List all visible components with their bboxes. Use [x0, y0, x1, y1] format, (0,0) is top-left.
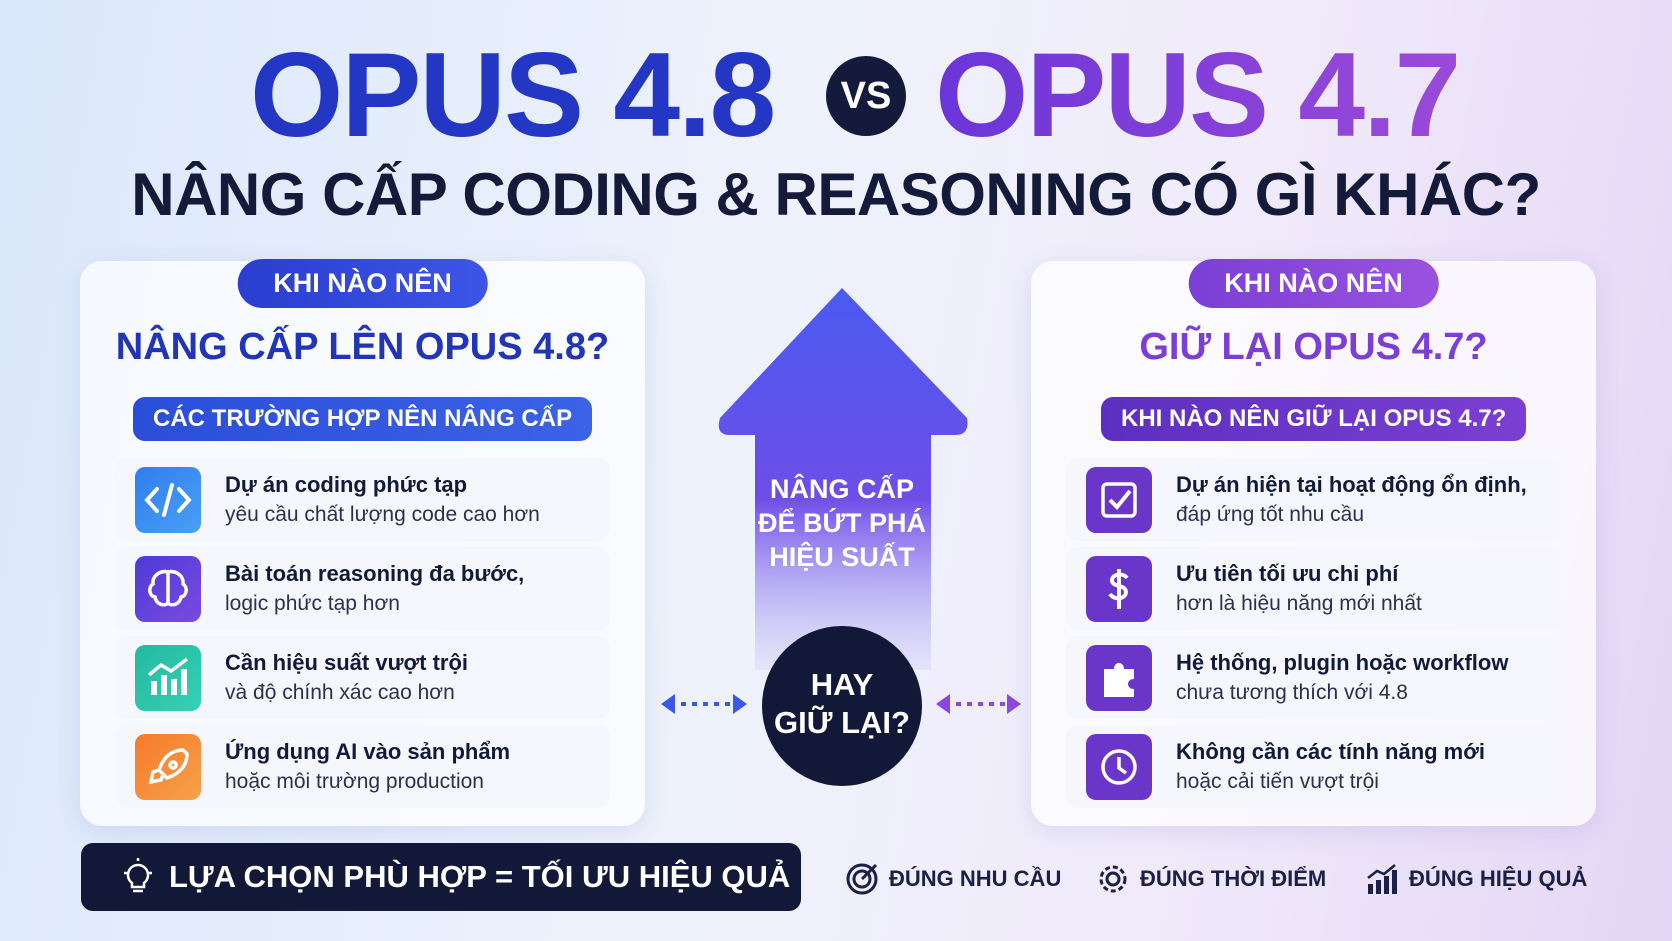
text-line: HIỆU SUẤT [769, 542, 915, 572]
list-item: Hệ thống, plugin hoặc workflow chưa tương… [1066, 636, 1561, 719]
text-line: ĐỂ BỨT PHÁ [758, 508, 926, 538]
tag: ĐÚNG HIỆU QUẢ [1365, 862, 1587, 896]
section-pill: CÁC TRƯỜNG HỢP NÊN NÂNG CẤP [133, 397, 593, 441]
left-panel: KHI NÀO NÊN NÂNG CẤP LÊN OPUS 4.8? CÁC TRƯ… [80, 259, 645, 826]
right-panel: KHI NÀO NÊN GIỮ LẠI OPUS 4.7? KHI NÀO NÊN … [1031, 259, 1596, 826]
list-item: Dự án hiện tại hoạt động ổn định, đáp ứng… [1066, 458, 1561, 541]
growth-icon [1367, 864, 1397, 894]
item-title: Ứng dụng AI vào sản phẩm [225, 739, 511, 764]
item-detail: hoặc cải tiến vượt trội [1176, 770, 1379, 793]
target-icon [846, 863, 878, 895]
icon-glyph [1101, 749, 1137, 785]
gear-icon [1099, 865, 1127, 893]
item-detail: hoặc môi trường production [225, 770, 484, 793]
panel-heading: NÂNG CẤP LÊN OPUS 4.8? [115, 326, 610, 368]
list-item: Ứng dụng AI vào sản phẩm hoặc môi trường … [115, 725, 610, 808]
item-detail: chưa tương thích với 4.8 [1176, 681, 1408, 704]
icon-glyph [1101, 482, 1137, 518]
tag-text: ĐÚNG HIỆU QUẢ [1409, 866, 1588, 891]
item-icon [135, 556, 201, 622]
section-pill: KHI NÀO NÊN GIỮ LẠI OPUS 4.7? [1101, 397, 1527, 441]
list-item: Bài toán reasoning đa bước, logic phức tạ… [115, 547, 610, 630]
item-icon [135, 645, 201, 711]
item-detail: và độ chính xác cao hơn [225, 681, 455, 704]
item-icon [1086, 556, 1152, 622]
tag: ĐÚNG THỜI ĐIỂM [1096, 862, 1326, 896]
item-detail: yêu cầu chất lượng code cao hơn [225, 503, 540, 526]
icon-glyph [147, 657, 189, 695]
item-title: Không cần các tính năng mới [1176, 739, 1485, 764]
circle-text: HAY GIỮ LẠI? [762, 666, 922, 742]
footer-banner: LỰA CHỌN PHÙ HỢP = TỐI ƯU HIỆU QUẢ [81, 843, 801, 911]
title-left: OPUS 4.8 [250, 28, 776, 162]
up-arrow [718, 288, 968, 670]
list-item: Không cần các tính năng mới hoặc cải tiến… [1066, 725, 1561, 808]
item-detail: logic phức tạp hơn [225, 592, 400, 615]
item-title: Bài toán reasoning đa bước, [225, 561, 525, 586]
vs-badge: VS [826, 56, 906, 136]
title-right: OPUS 4.7 [935, 28, 1461, 162]
item-icon [1086, 734, 1152, 800]
panel-heading: GIỮ LẠI OPUS 4.7? [1139, 326, 1488, 368]
tag-text: ĐÚNG THỜI ĐIỂM [1140, 866, 1327, 891]
icon-glyph [148, 569, 188, 607]
item-detail: đáp ứng tốt nhu cầu [1176, 503, 1365, 526]
text-line: NÂNG CẤP [769, 474, 914, 504]
item-title: Dự án coding phức tạp [225, 472, 468, 497]
list-item: Ưu tiên tối ưu chi phí hơn là hiệu năng m… [1066, 547, 1561, 630]
item-detail: hơn là hiệu năng mới nhất [1176, 592, 1422, 615]
item-icon [135, 467, 201, 533]
icon-glyph [1104, 663, 1134, 697]
tag-text: ĐÚNG NHU CẦU [889, 866, 1062, 891]
banner-text: LỰA CHỌN PHÙ HỢP = TỐI ƯU HIỆU QUẢ [169, 859, 791, 894]
item-title: Hệ thống, plugin hoặc workflow [1176, 650, 1509, 675]
icon-glyph [148, 748, 189, 785]
text-line: GIỮ LẠI? [774, 705, 910, 740]
item-title: Ưu tiên tối ưu chi phí [1176, 561, 1399, 586]
badge: KHI NÀO NÊN [1188, 259, 1439, 308]
item-title: Cần hiệu suất vượt trội [225, 650, 469, 675]
icon-glyph [144, 483, 192, 517]
item-title: Dự án hiện tại hoạt động ổn định, [1176, 472, 1527, 497]
subtitle: NÂNG CẤP CODING & REASONING CÓ GÌ KHÁC? [131, 161, 1541, 228]
badge: KHI NÀO NÊN [237, 259, 488, 308]
item-icon [1086, 467, 1152, 533]
text-line: HAY [810, 667, 874, 702]
tag: ĐÚNG NHU CẦU [845, 862, 1061, 896]
icon-glyph [1108, 569, 1129, 609]
item-icon [135, 734, 201, 800]
center-graphic [661, 288, 1021, 786]
list-item: Cần hiệu suất vượt trội và độ chính xác c… [115, 636, 610, 719]
arrow-text: NÂNG CẤP ĐỂ BỨT PHÁ HIỆU SUẤT [742, 472, 942, 574]
item-icon [1086, 645, 1152, 711]
list-item: Dự án coding phức tạp yêu cầu chất lượng … [115, 458, 610, 541]
bulb-icon [124, 858, 152, 893]
center-circle [762, 626, 922, 786]
